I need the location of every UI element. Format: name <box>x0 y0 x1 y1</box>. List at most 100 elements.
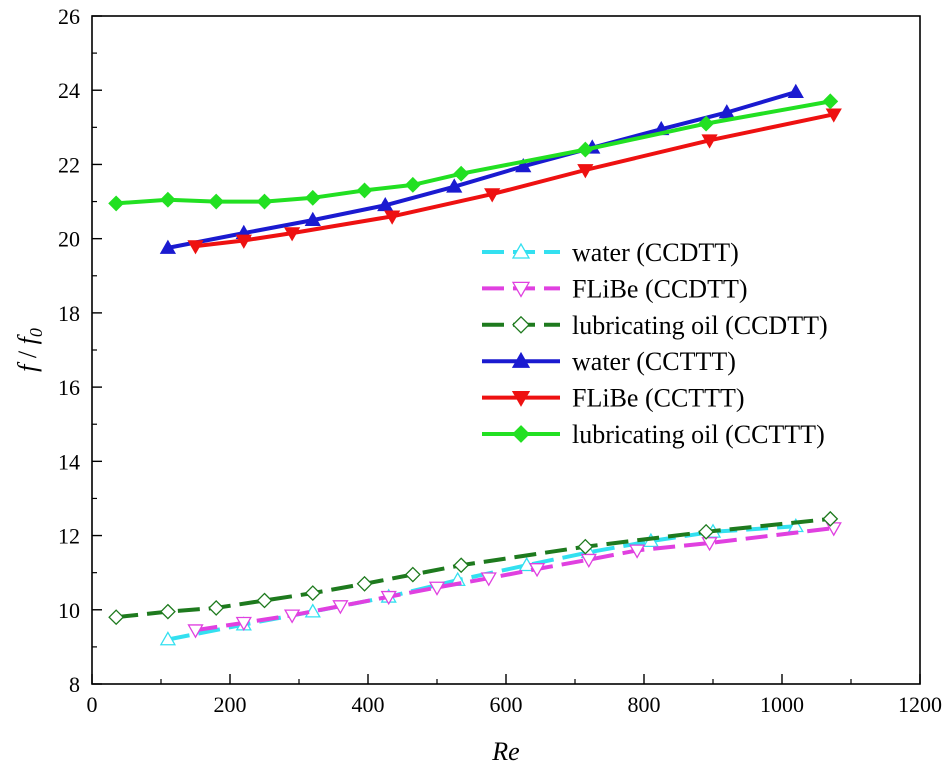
x-axis-title: Re <box>491 737 519 766</box>
series-5 <box>108 93 839 212</box>
data-point <box>404 566 421 583</box>
data-point <box>304 211 321 227</box>
data-point <box>159 603 176 620</box>
data-point <box>577 141 594 158</box>
legend-item: lubricating oil (CCTTT) <box>482 420 825 449</box>
legend-marker <box>511 390 531 407</box>
y-tick-label: 24 <box>58 78 80 103</box>
legend: water (CCDTT) FLiBe (CCDTT) lubricating oi… <box>482 238 828 449</box>
data-point <box>187 240 204 255</box>
data-point <box>698 115 715 132</box>
data-point <box>577 164 594 179</box>
data-point <box>825 108 842 123</box>
y-tick-label: 16 <box>58 375 80 400</box>
data-point <box>480 572 497 587</box>
data-point <box>208 600 225 616</box>
data-point <box>515 157 532 173</box>
legend-marker <box>511 281 531 298</box>
data-point <box>332 600 349 615</box>
y-tick-label: 18 <box>58 301 80 326</box>
data-point <box>698 523 715 540</box>
x-tick-label: 600 <box>490 692 523 717</box>
data-point <box>577 538 594 555</box>
legend-label: FLiBe (CCDTT) <box>572 274 748 303</box>
data-point <box>384 210 401 225</box>
data-point <box>256 592 273 609</box>
x-tick-label: 800 <box>628 692 661 717</box>
legend-item: FLiBe (CCTTT) <box>482 384 745 413</box>
series-line <box>167 90 797 250</box>
data-point <box>108 609 125 626</box>
data-point <box>283 609 301 624</box>
data-point <box>580 553 597 568</box>
data-point <box>304 585 321 601</box>
data-point <box>628 544 646 559</box>
data-point <box>446 178 463 193</box>
legend-marker <box>511 242 531 259</box>
x-tick-label: 1200 <box>898 692 942 717</box>
x-tick-label: 200 <box>214 692 247 717</box>
series-line <box>115 516 831 620</box>
y-axis-title: f / f0 <box>13 328 46 372</box>
data-point <box>159 239 177 254</box>
data-point <box>453 165 470 182</box>
legend-marker <box>511 351 531 368</box>
data-point <box>208 193 225 210</box>
legend-label: water (CCTTT) <box>572 347 736 376</box>
data-point <box>380 590 397 606</box>
axes: 0 200 400 600 800 1000 1200 8 10 12 14 16 18 20 22 24 26 <box>58 4 942 717</box>
data-point <box>404 176 421 193</box>
y-tick-label: 26 <box>58 4 80 29</box>
data-point <box>484 188 501 203</box>
y-axis-title-sep: / <box>13 344 42 364</box>
y-tick-label: 10 <box>58 598 80 623</box>
legend-item: lubricating oil (CCDTT) <box>482 311 828 340</box>
data-point <box>159 191 176 208</box>
data-point <box>304 189 321 206</box>
data-point <box>822 510 839 527</box>
y-tick-label: 20 <box>58 227 80 252</box>
series-2 <box>108 510 839 626</box>
series-group <box>108 83 842 646</box>
data-point <box>528 563 546 578</box>
data-point <box>283 227 301 242</box>
data-point <box>187 624 204 639</box>
y-axis-title-main: f <box>13 361 42 372</box>
plot-frame <box>91 15 921 685</box>
legend-marker <box>512 425 530 443</box>
legend-label: FLiBe (CCTTT) <box>572 384 745 413</box>
data-point <box>453 557 470 574</box>
data-point <box>701 134 718 149</box>
y-tick-label: 22 <box>58 152 80 177</box>
series-line <box>195 112 835 249</box>
legend-item: water (CCDTT) <box>482 238 739 267</box>
data-point <box>356 575 373 592</box>
data-point <box>159 631 177 646</box>
data-point <box>701 537 718 552</box>
data-point <box>235 616 252 632</box>
x-tick-label: 1000 <box>760 692 804 717</box>
legend-item: FLiBe (CCDTT) <box>482 274 748 303</box>
y-axis-title-base: f <box>13 333 42 344</box>
y-axis-title-sub: 0 <box>26 328 46 337</box>
series-1 <box>187 522 842 639</box>
x-tick-label: 400 <box>352 692 385 717</box>
legend-label: water (CCDTT) <box>572 238 739 267</box>
legend-item: water (CCTTT) <box>482 347 736 376</box>
legend-label: lubricating oil (CCDTT) <box>572 311 828 340</box>
legend-marker <box>512 315 530 334</box>
series-4 <box>187 108 842 255</box>
y-tick-label: 14 <box>58 449 80 474</box>
data-point <box>235 234 252 249</box>
x-tick-label: 0 <box>87 692 98 717</box>
data-point <box>108 195 125 212</box>
data-point <box>718 104 735 119</box>
data-point <box>787 83 804 98</box>
legend-label: lubricating oil (CCTTT) <box>572 420 825 449</box>
y-tick-label: 12 <box>58 524 80 549</box>
data-point <box>256 193 273 210</box>
data-point <box>428 581 446 596</box>
data-point <box>822 93 839 110</box>
y-tick-label: 8 <box>69 672 80 697</box>
